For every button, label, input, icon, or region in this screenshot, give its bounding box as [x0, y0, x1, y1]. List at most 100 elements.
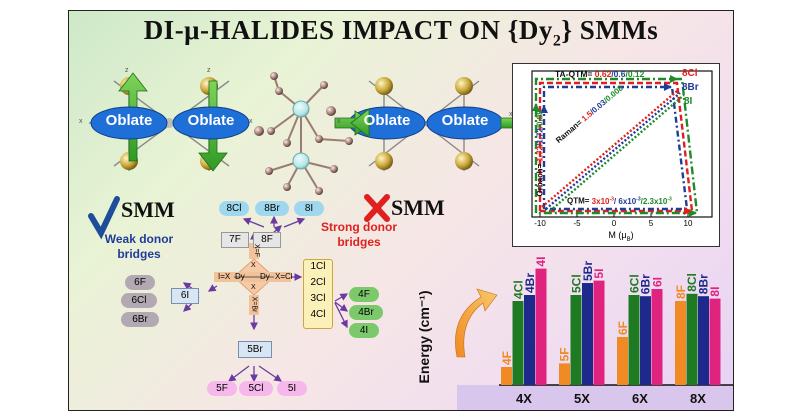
- halide-atom: [375, 152, 393, 170]
- bar-8cl: [686, 293, 698, 385]
- ligand-atom: [320, 81, 328, 89]
- core-dy-left: Dy: [235, 272, 245, 281]
- orbach-label: Orbach= 1.72/1.72/0.88: [535, 110, 545, 197]
- halide-atom: [455, 152, 473, 170]
- bar-label-8br: 8Br: [697, 274, 711, 294]
- core-x-bottom: X=Br: [250, 296, 258, 313]
- bar-6f: [617, 337, 628, 385]
- bar-label-5cl: 5Cl: [569, 274, 583, 293]
- oblate-label: Oblate: [363, 112, 411, 129]
- category-label-4x: 4X: [516, 391, 532, 406]
- ligand-atom: [265, 167, 273, 175]
- ligand-atom: [254, 126, 264, 136]
- node-4i: 4I: [349, 323, 379, 338]
- bar-4cl: [512, 301, 524, 385]
- oblate-label: Oblate: [105, 112, 153, 129]
- bar-label-4f: 4F: [500, 351, 514, 365]
- bar-label-8f: 8F: [674, 285, 688, 299]
- node-7f: 7F: [221, 232, 249, 248]
- cross-icon: [364, 194, 390, 222]
- xtick-label: 10: [683, 219, 693, 228]
- oblate-ellipse: [172, 106, 250, 140]
- axis-label: x: [509, 111, 513, 118]
- page-title: DI-μ-HALIDES IMPACT ON {Dy2} SMMs: [143, 15, 659, 50]
- node-6br: 6Br: [121, 312, 159, 327]
- node-4cl: 4Cl: [310, 309, 326, 320]
- node-4br: 4Br: [349, 305, 383, 320]
- bar-8i: [709, 298, 721, 385]
- xtick-label: -5: [573, 219, 581, 228]
- bar-6i: [651, 289, 663, 385]
- core-dy-right: Dy: [260, 272, 270, 281]
- bar-label-5f: 5F: [558, 347, 572, 361]
- bar-6br: [640, 296, 651, 385]
- node-2cl: 2Cl: [310, 277, 326, 288]
- axis-label: x: [79, 118, 83, 125]
- xtick-label: 5: [648, 219, 654, 228]
- node-6cl: 6Cl: [121, 293, 157, 308]
- core-diamond: [214, 243, 291, 315]
- smm-no-label: SMM: [391, 195, 445, 220]
- bar-5br: [582, 283, 593, 385]
- node-6i: 6I: [171, 288, 199, 304]
- bar-6cl: [628, 295, 640, 385]
- graphical-abstract-frame: DI-μ-HALIDES IMPACT ON {Dy2} SMMs: [68, 10, 734, 411]
- bar-label-4br: 4Br: [523, 273, 537, 293]
- bar-label-6br: 6Br: [639, 274, 653, 294]
- energy-axis-label: Energy (cm⁻¹): [416, 291, 432, 384]
- dy-atom: [292, 152, 310, 170]
- bar-5cl: [570, 295, 582, 385]
- oblate-label: Oblate: [441, 112, 489, 129]
- ligand-atom: [326, 106, 336, 116]
- scheme-drawing: [88, 72, 515, 383]
- bar-4i: [535, 268, 547, 385]
- bar-label-6cl: 6Cl: [627, 274, 641, 293]
- bar-4f: [501, 367, 512, 385]
- strong-donor-label: Strong donor bridges: [321, 220, 397, 249]
- ligand-atom: [270, 72, 278, 80]
- ligand-atom: [330, 165, 338, 173]
- core-x-top: X=F: [253, 243, 261, 258]
- plot-xlabel: M (μB): [608, 230, 634, 243]
- ligand-atom: [283, 139, 291, 147]
- category-label-8x: 8X: [690, 391, 706, 406]
- node-6f: 6F: [125, 275, 155, 290]
- node-8br: 8Br: [255, 201, 289, 216]
- right-list-box: [303, 259, 333, 329]
- node-5f: 5F: [207, 381, 237, 396]
- oblate-ellipse: [90, 106, 168, 140]
- bar-label-5i: 5I: [592, 269, 606, 279]
- node-5cl: 5Cl: [239, 381, 273, 396]
- ligand-atom: [267, 127, 275, 135]
- halide-atom: [375, 77, 393, 95]
- ligand-atom: [283, 183, 291, 191]
- core-x-center-bottom: X: [251, 284, 256, 291]
- core-x-left: I=X: [218, 272, 231, 281]
- ligand-atom: [345, 137, 353, 145]
- bar-4br: [524, 295, 535, 385]
- node-3cl: 3Cl: [310, 293, 326, 304]
- legend-8i: 8I: [684, 96, 693, 107]
- dy-atom: [292, 100, 310, 118]
- node-4f: 4F: [349, 287, 379, 302]
- bar-label-6f: 6F: [616, 321, 630, 335]
- weak-donor-label: Weak donor bridges: [104, 232, 174, 261]
- node-5br: 5Br: [238, 341, 272, 358]
- bar-label-4i: 4I: [534, 257, 548, 267]
- relaxation-plot-svg: [531, 70, 713, 218]
- halide-atom: [455, 77, 473, 95]
- increase-arrow-icon: [455, 288, 498, 358]
- bar-5f: [559, 363, 570, 385]
- oblate-label: Oblate: [187, 112, 235, 129]
- smm-yes-label: SMM: [121, 197, 175, 222]
- node-8cl: 8Cl: [219, 201, 249, 216]
- legend-8cl: 8Cl: [682, 68, 698, 79]
- xtick-label: -10: [534, 219, 546, 228]
- bar-label-6i: 6I: [650, 277, 664, 287]
- node-1cl: 1Cl: [310, 261, 326, 272]
- spin-left-arrowhead: [350, 108, 370, 138]
- axis-label: z: [207, 67, 211, 74]
- check-icon: [88, 196, 120, 240]
- ligand-atom: [315, 187, 323, 195]
